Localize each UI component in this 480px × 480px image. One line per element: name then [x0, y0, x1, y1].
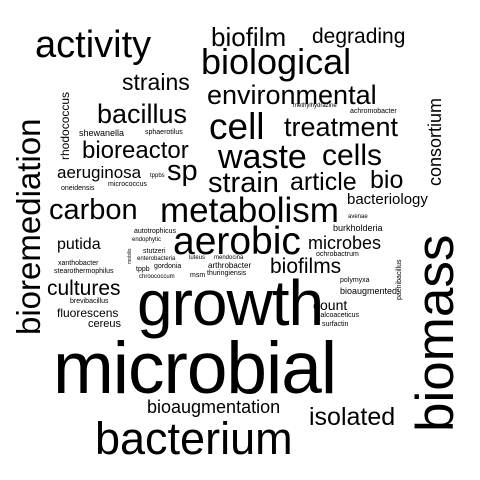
- word-strain: strain: [208, 167, 279, 199]
- word-cereus: cereus: [88, 318, 122, 330]
- word-article: article: [290, 168, 357, 196]
- word-enterobacteria: enterobacteria: [137, 256, 176, 262]
- word-growth: growth: [137, 267, 324, 339]
- word-sphaerotilus: sphaerotilus: [145, 129, 183, 136]
- word-bioaugmentation: bioaugmentation: [147, 397, 281, 417]
- word-mobilis: mobilis: [127, 248, 133, 264]
- word-biofilm: biofilm: [211, 22, 287, 52]
- word-biomass: biomass: [406, 234, 465, 432]
- word-avenae: avenae: [348, 214, 368, 220]
- word-burkholderia: burkholderia: [333, 223, 383, 233]
- word-oneidensis: oneidensis: [61, 185, 95, 192]
- word-thuringiensis: thuringiensis: [207, 270, 247, 277]
- word-luteus: luteus: [189, 255, 206, 261]
- word-aeruginosa: aeruginosa: [57, 163, 142, 182]
- word-biofilms: biofilms: [270, 255, 342, 278]
- word-activity: activity: [35, 24, 152, 66]
- word-autotrophicus: autotrophicus: [134, 228, 177, 235]
- word-stutzeri: stutzeri: [143, 248, 166, 255]
- word-cell: cell: [209, 106, 265, 147]
- word-calcoaceticus: calcoaceticus: [317, 312, 360, 319]
- word-microbial: microbial: [53, 328, 337, 409]
- word-treatment: treatment: [284, 112, 399, 142]
- word-stearothermophilus: stearothermophilus: [54, 268, 114, 275]
- word-biological: biological: [201, 41, 352, 82]
- word-sp: sp: [167, 155, 198, 187]
- word-bioremediation: bioremediation: [10, 118, 47, 335]
- word-tppb: tppb: [136, 266, 150, 273]
- word-putida: putida: [57, 236, 101, 253]
- word-methylhydrazine: methylhydrazine: [293, 103, 337, 109]
- word-waste: waste: [218, 138, 307, 176]
- word-bacterium: bacterium: [95, 413, 293, 464]
- word-surfactin: surfactin: [322, 321, 349, 328]
- word-ochrobactrum: ochrobactrum: [316, 251, 359, 258]
- word-carbon: carbon: [49, 194, 138, 226]
- word-metabolism: metabolism: [160, 191, 339, 230]
- word-degrading: degrading: [312, 25, 406, 48]
- word-microbes: microbes: [308, 233, 382, 253]
- word-mendocina: mendocina: [214, 255, 244, 261]
- word-micrococcus: micrococcus: [108, 181, 147, 188]
- word-cultures: cultures: [47, 277, 121, 300]
- word-tppbs: tppbs: [150, 173, 165, 179]
- word-bioaugmented: bioaugmented: [340, 286, 398, 296]
- word-gordonia: gordonia: [154, 263, 182, 270]
- word-bioreactor: bioreactor: [82, 137, 189, 164]
- word-xanthobacter: xanthobacter: [58, 260, 99, 267]
- word-shewanella: shewanella: [79, 128, 125, 138]
- word-consortium: consortium: [425, 97, 445, 186]
- word-brevibacillus: brevibacillus: [70, 298, 109, 305]
- word-paenibacillus: paenibacillus: [396, 259, 403, 300]
- word-bacteriology: bacteriology: [347, 191, 428, 208]
- word-count: count: [313, 297, 348, 313]
- word-isolated: isolated: [309, 403, 396, 431]
- word-environmental: environmental: [207, 80, 377, 110]
- word-strains: strains: [122, 69, 190, 95]
- word-fluorescens: fluorescens: [57, 306, 119, 320]
- word-chroococcum: chroococcum: [139, 274, 175, 280]
- word-cells: cells: [322, 139, 383, 172]
- word-aerobic: aerobic: [173, 220, 301, 263]
- word-msm: msm: [190, 272, 206, 279]
- word-polymyxa: polymyxa: [340, 277, 370, 284]
- word-bio: bio: [370, 166, 404, 194]
- word-endophytic: endophytic: [132, 237, 162, 243]
- word-achromobacter: achromobacter: [350, 108, 397, 115]
- word-bacillus: bacillus: [97, 99, 188, 129]
- word-arthrobacter: arthrobacter: [208, 261, 252, 270]
- word-rhodococcus: rhodococcus: [58, 91, 72, 160]
